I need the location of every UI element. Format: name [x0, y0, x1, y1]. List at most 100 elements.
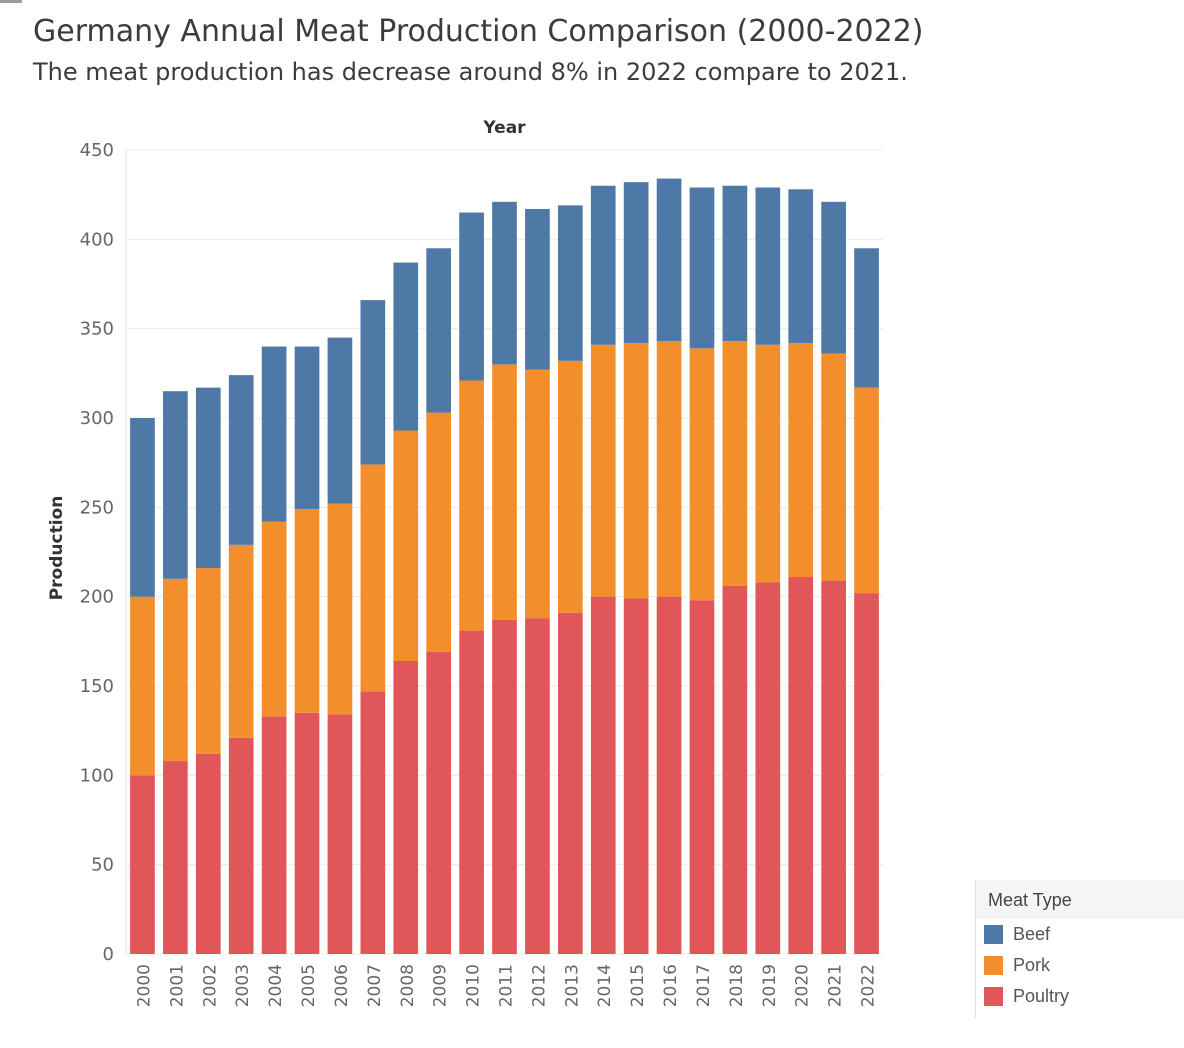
bar-pork-2016 [656, 341, 682, 597]
bar-beef-2009 [426, 248, 452, 413]
legend-label-poultry: Poultry [1013, 986, 1070, 1006]
bar-pork-2011 [492, 364, 517, 620]
legend-swatch-poultry [984, 987, 1003, 1006]
bar-beef-2010 [459, 212, 484, 381]
bar-beef-2000 [130, 418, 155, 597]
x-tick-label: 2001 [167, 964, 187, 1007]
x-tick-label: 2016 [661, 964, 681, 1007]
legend-swatch-pork [984, 956, 1003, 975]
y-tick-label: 200 [80, 587, 114, 608]
bar-pork-2003 [228, 544, 254, 738]
bar-pork-2002 [195, 568, 221, 754]
bar-pork-2015 [623, 342, 649, 599]
x-tick-label: 2007 [365, 964, 385, 1007]
bar-pork-2012 [525, 369, 550, 619]
y-tick-label: 450 [80, 140, 114, 161]
x-tick-label: 2015 [628, 964, 648, 1007]
x-tick-label: 2005 [299, 964, 319, 1007]
bar-beef-2008 [393, 262, 419, 431]
bar-pork-2013 [557, 360, 583, 613]
bar-beef-2020 [788, 189, 814, 343]
x-tick-label: 2020 [793, 964, 813, 1007]
bar-beef-2017 [689, 187, 715, 349]
bar-poultry-2002 [195, 753, 221, 954]
bar-poultry-2012 [525, 618, 550, 954]
x-tick-label: 2003 [233, 964, 253, 1007]
bar-beef-2019 [755, 187, 781, 345]
bar-beef-2007 [360, 300, 386, 465]
bar-poultry-2014 [590, 596, 616, 954]
bar-beef-2018 [722, 185, 748, 342]
legend-title: Meat Type [976, 880, 1184, 919]
legend-swatch-beef [984, 925, 1003, 944]
bar-beef-2002 [195, 387, 221, 569]
x-tick-label: 2022 [859, 964, 879, 1007]
bar-pork-2006 [327, 503, 353, 715]
bar-poultry-2015 [623, 598, 649, 954]
legend-item-poultry[interactable]: Poultry [976, 981, 1184, 1012]
bar-beef-2011 [492, 201, 517, 365]
y-axis-label: Production [47, 496, 67, 601]
chart-subtitle: The meat production has decrease around … [33, 58, 908, 86]
x-tick-label: 2011 [497, 964, 517, 1007]
bar-pork-2019 [755, 344, 781, 583]
legend-label-beef: Beef [1013, 924, 1051, 944]
bar-poultry-2008 [393, 660, 419, 954]
bar-poultry-2009 [426, 652, 452, 954]
y-tick-label: 350 [80, 319, 114, 340]
bar-pork-2021 [821, 353, 846, 581]
x-tick-label: 2008 [398, 964, 418, 1007]
x-tick-label: 2014 [595, 964, 615, 1007]
bar-poultry-2020 [788, 577, 814, 954]
y-tick-label: 0 [103, 944, 114, 965]
bar-pork-2020 [788, 342, 814, 578]
bar-pork-2009 [426, 412, 452, 653]
y-tick-label: 300 [80, 408, 114, 429]
bar-poultry-2011 [492, 619, 517, 954]
corner-mark [0, 0, 22, 3]
bar-beef-2001 [163, 391, 188, 579]
x-axis-label: Year [482, 118, 526, 138]
bar-poultry-2007 [360, 691, 386, 954]
y-tick-label: 400 [80, 229, 114, 250]
bar-beef-2014 [590, 185, 616, 345]
bar-poultry-2001 [163, 761, 188, 954]
legend-item-beef[interactable]: Beef [976, 919, 1184, 950]
bar-poultry-2010 [459, 630, 484, 954]
bar-poultry-2000 [130, 775, 155, 954]
chart-title: Germany Annual Meat Production Compariso… [33, 14, 924, 49]
legend-label-pork: Pork [1013, 955, 1051, 975]
bar-pork-2005 [294, 509, 320, 713]
bar-poultry-2003 [228, 737, 254, 954]
bar-beef-2022 [854, 248, 879, 388]
bar-poultry-2004 [261, 716, 287, 954]
x-tick-label: 2000 [134, 964, 154, 1007]
bar-pork-2001 [163, 578, 188, 762]
y-tick-label: 100 [80, 765, 114, 786]
x-tick-label: 2019 [760, 964, 780, 1007]
bar-poultry-2006 [327, 714, 353, 954]
x-tick-label: 2012 [529, 964, 549, 1007]
bar-beef-2003 [228, 375, 254, 545]
bar-beef-2013 [557, 205, 583, 361]
bar-poultry-2018 [722, 585, 748, 954]
bar-beef-2012 [525, 208, 550, 370]
bar-pork-2007 [360, 464, 386, 692]
x-tick-label: 2002 [200, 964, 220, 1007]
bar-poultry-2022 [854, 593, 879, 954]
x-tick-label: 2004 [266, 964, 286, 1007]
bar-beef-2005 [294, 346, 320, 510]
bar-pork-2018 [722, 341, 748, 586]
bar-pork-2017 [689, 348, 715, 601]
x-tick-label: 2010 [464, 964, 484, 1007]
bar-beef-2004 [261, 346, 287, 522]
legend-item-pork[interactable]: Pork [976, 950, 1184, 981]
x-tick-label: 2006 [332, 964, 352, 1007]
bar-poultry-2019 [755, 582, 781, 954]
bar-beef-2006 [327, 337, 353, 504]
bar-poultry-2017 [689, 600, 715, 954]
bar-poultry-2021 [821, 580, 846, 954]
bar-pork-2004 [261, 521, 287, 717]
bar-pork-2014 [590, 344, 616, 597]
